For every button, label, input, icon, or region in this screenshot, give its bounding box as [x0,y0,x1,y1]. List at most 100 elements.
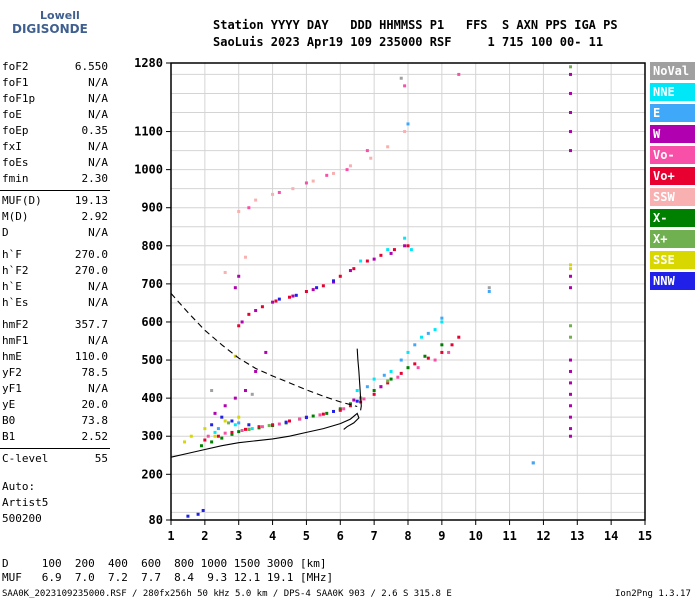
data-point [220,436,224,440]
param-fmin: fmin 2.30 [2,172,108,186]
param-value: N/A [88,280,108,293]
data-point [399,371,403,375]
param-value: 357.7 [74,318,108,331]
data-point [348,404,352,408]
y-tick-label: 1100 [134,125,163,139]
legend-swatch [650,83,695,101]
data-point [321,412,325,416]
data-point [372,377,376,381]
data-point [352,398,356,402]
y-tick-label: 600 [141,315,163,329]
param-fof2: foF2 6.550 [2,60,108,74]
param-label: foF1p [2,92,36,105]
data-point [342,407,346,411]
x-tick-label: 3 [235,529,242,543]
data-point [201,508,205,512]
separator-line [0,448,110,449]
param-value: 0.35 [81,124,109,137]
data-point [189,434,193,438]
data-point [569,72,573,76]
data-point [386,248,390,252]
data-point [426,331,430,335]
data-point [450,343,454,347]
data-point [372,389,376,393]
data-point [389,251,393,255]
param-value: 2.30 [81,172,109,185]
data-point [569,286,573,290]
data-point [203,427,207,431]
x-tick-label: 2 [201,529,208,543]
x-tick-label: 9 [438,529,445,543]
param-md: M(D) 2.92 [2,210,108,224]
data-point [247,427,251,431]
param-value: N/A [88,140,108,153]
x-tick-label: 4 [269,529,276,543]
data-point [569,434,573,438]
param-value: 78.5 [81,366,109,379]
data-point [447,350,451,354]
data-point [457,335,461,339]
data-point [413,362,417,366]
param-label: foE [2,108,22,121]
data-point [277,190,281,194]
data-point [277,422,281,426]
data-point [213,430,217,434]
x-tick-label: 1 [167,529,174,543]
param-value: N/A [88,334,108,347]
param-value: 55 [94,452,108,465]
legend-label: X+ [653,232,667,246]
data-point [216,427,220,431]
data-point [206,434,210,438]
header-columns: Station YYYY DAY DDD HHMMSS P1 FFS S AXN… [213,18,618,32]
data-point [257,425,261,429]
data-point [243,389,247,393]
legend-label: E [653,106,660,120]
chart-axes: 1 2 3 4 5 6 7 8 9 10 11 12 13 14 158020030040050060070… [134,56,652,543]
param-value: 2.52 [81,430,109,443]
data-point [379,253,383,257]
data-point [569,274,573,278]
legend-swatch [650,272,695,290]
data-point [240,320,244,324]
param-label: h`F2 [2,264,29,277]
data-point [399,358,403,362]
data-point [250,392,254,396]
param-b1: B1 2.52 [2,430,108,444]
data-point [338,407,342,411]
curve-profile-solid-2 [356,348,362,411]
param-hmf1: hmF1 N/A [2,334,108,348]
data-point [569,415,573,419]
muf-row: MUF 6.9 7.0 7.2 7.7 8.4 9.3 12.1 19.1 [M… [2,571,334,584]
data-point [569,427,573,431]
data-point [277,297,281,301]
param-yf1: yF1 N/A [2,382,108,396]
data-point [271,300,275,304]
param-value: 73.8 [81,414,109,427]
data-point [291,294,295,298]
param-value: N/A [88,108,108,121]
data-point [355,399,359,403]
x-tick-label: 8 [404,529,411,543]
legend-swatch [650,188,695,206]
data-point [210,389,214,393]
data-point [318,413,322,417]
data-point [403,236,407,240]
legend-swatch [650,62,695,80]
param-label: MUF(D) [2,194,42,207]
param-label: yF2 [2,366,22,379]
param-label: foF1 [2,76,29,89]
data-point [237,430,241,434]
param-label: yE [2,398,16,411]
legend-swatch [650,146,695,164]
legend-label: NoVal [653,64,689,78]
data-point [352,267,356,271]
param-label: D [2,226,9,239]
param-fof1p: foF1p N/A [2,92,108,106]
data-point [569,358,573,362]
data-point [440,316,444,320]
data-point [440,350,444,354]
auto-code: 500200 [2,512,42,525]
data-point [267,424,271,428]
data-point [362,397,366,401]
data-point [569,91,573,95]
